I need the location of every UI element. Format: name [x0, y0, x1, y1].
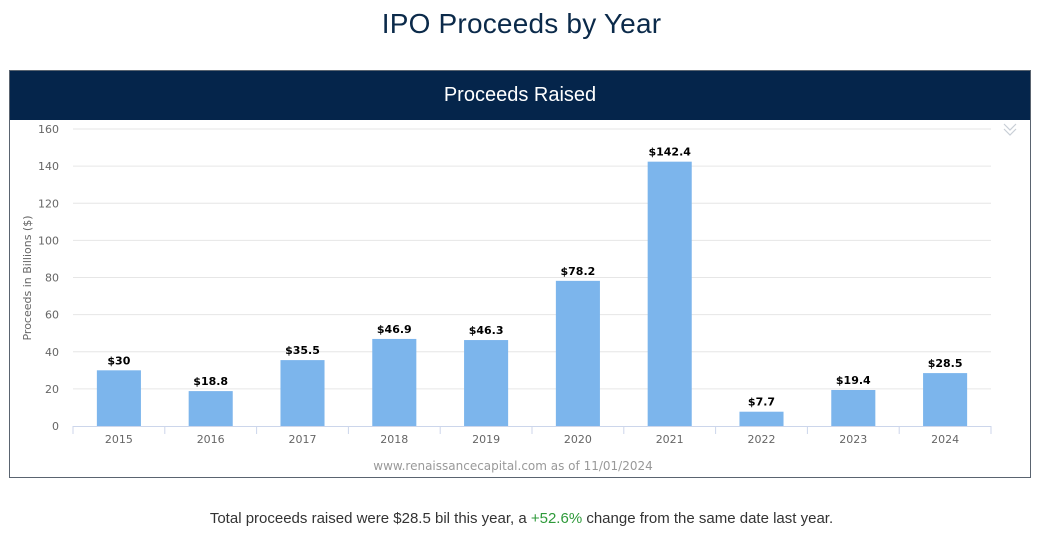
data-label-2024: $28.5: [928, 357, 963, 370]
data-label-2020: $78.2: [561, 265, 596, 278]
data-labels: $30 $18.8 $35.5 $46.9 $46.3 $78.2 $142.4 $7.7 $1…: [107, 146, 962, 409]
bar-2015[interactable]: [96, 370, 141, 426]
y-tick-label: 60: [45, 309, 59, 322]
bar-2018[interactable]: [372, 338, 417, 426]
y-tick-label: 100: [38, 234, 59, 247]
bar-2016[interactable]: [188, 391, 233, 426]
bar-2017[interactable]: [280, 360, 325, 426]
data-label-2022: $7.7: [748, 396, 775, 409]
data-label-2021: $142.4: [648, 146, 691, 159]
x-tick-label: 2017: [289, 433, 317, 446]
x-tick-label: 2021: [656, 433, 684, 446]
x-tick-label: 2020: [564, 433, 592, 446]
bar-chart: 0 20 40 60 80 100 120 140 160 2015 2016 2017 2018 201…: [21, 123, 1017, 473]
summary-prefix: Total proceeds raised were $28.5 bil thi…: [209, 510, 531, 527]
y-tick-label: 140: [38, 160, 59, 173]
double-chevron-down-icon[interactable]: [1003, 123, 1017, 136]
data-label-2023: $19.4: [836, 374, 871, 387]
y-tick-label: 160: [38, 123, 59, 136]
y-tick-label: 80: [45, 272, 59, 285]
summary-change: +52.6%: [530, 510, 583, 527]
data-label-2015: $30: [107, 354, 130, 367]
bar-2020[interactable]: [555, 280, 600, 426]
data-label-2016: $18.8: [193, 375, 228, 388]
x-tick-label: 2022: [748, 433, 776, 446]
panel-header-title: Proceeds Raised: [443, 84, 597, 106]
panel-header: Proceeds Raised: [10, 71, 1030, 120]
data-label-2018: $46.9: [377, 323, 412, 336]
summary-text: Total proceeds raised were $28.5 bil thi…: [0, 510, 1043, 527]
y-tick-label: 0: [52, 420, 59, 433]
bar-2023[interactable]: [831, 389, 876, 426]
bar-2022[interactable]: [739, 411, 784, 426]
page-title: IPO Proceeds by Year: [381, 8, 662, 39]
bar-2024[interactable]: [923, 373, 968, 426]
y-tick-label: 120: [38, 197, 59, 210]
x-tick-label: 2023: [839, 433, 867, 446]
y-tick-label: 40: [45, 346, 59, 359]
x-tick-label: 2016: [197, 433, 225, 446]
data-label-2019: $46.3: [469, 324, 504, 337]
axes: 0 20 40 60 80 100 120 140 160 2015 2016 2017 2018 201…: [38, 123, 992, 446]
summary-suffix: change from the same date last year.: [582, 510, 834, 527]
chart-credit: www.renaissancecapital.com as of 11/01/2…: [373, 459, 652, 473]
y-tick-label: 20: [45, 383, 59, 396]
bar-2021[interactable]: [647, 161, 692, 427]
x-tick-label: 2024: [931, 433, 959, 446]
y-axis-title: Proceeds in Billions ($): [21, 215, 34, 340]
data-label-2017: $35.5: [285, 344, 320, 357]
x-tick-label: 2018: [380, 433, 408, 446]
bar-2019[interactable]: [464, 340, 509, 426]
x-tick-label: 2015: [105, 433, 133, 446]
bars: [96, 161, 968, 427]
x-tick-label: 2019: [472, 433, 500, 446]
grid-lines: [73, 128, 991, 390]
